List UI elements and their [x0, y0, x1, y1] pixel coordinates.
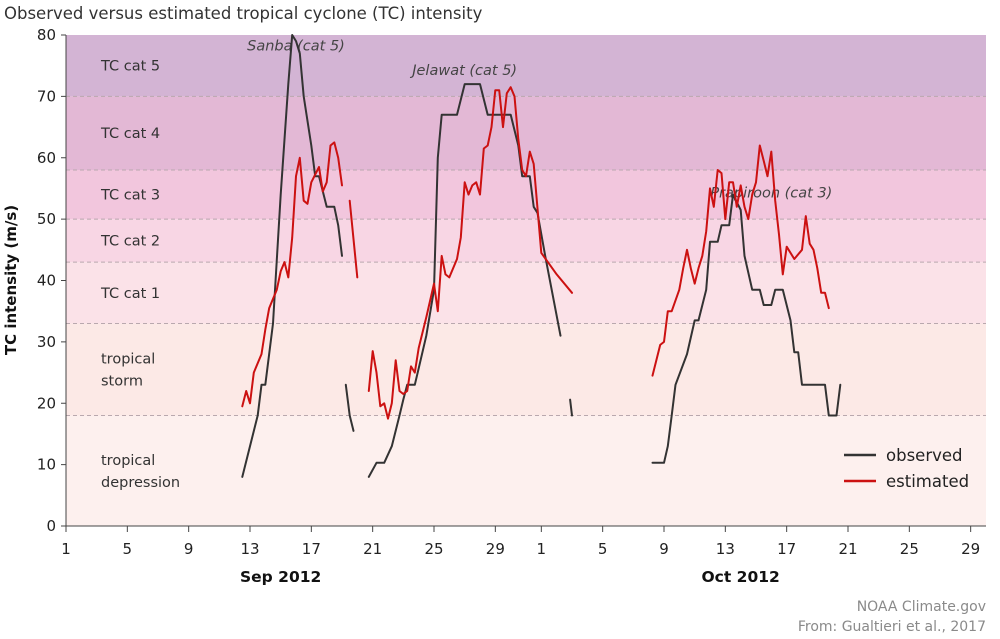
y-axis-label: TC intensity (m/s) — [2, 205, 20, 355]
observed-line-segment-2 — [367, 83, 562, 478]
band-label-line: TC cat 4 — [100, 126, 160, 142]
band-6 — [66, 35, 986, 97]
band-label-line: TC cat 1 — [100, 286, 160, 302]
y-tick-label: 0 — [46, 517, 56, 535]
y-tick-label: 40 — [37, 272, 56, 290]
band-label-line: TC cat 2 — [100, 234, 160, 250]
x-tick-label: 25 — [900, 540, 919, 558]
estimated-line-segment-3 — [651, 144, 830, 377]
y-tick-label: 50 — [37, 210, 56, 228]
band-3 — [66, 219, 986, 263]
category-labels: tropical depression tropical storm TC cat 1 T… — [100, 59, 180, 491]
source-citation: From: Gualtieri et al., 2017 — [798, 619, 986, 635]
band-label-0: tropical depression — [101, 453, 180, 491]
x-tick-label: 29 — [961, 540, 980, 558]
storm-annotations: Sanba (cat 5)Jelawat (cat 5)Prapiroon (c… — [247, 38, 832, 201]
x-tick-label: 13 — [716, 540, 735, 558]
band-label-6: TC cat 5 — [100, 59, 160, 75]
x-tick-label: 25 — [424, 540, 443, 558]
x-tick-label: 5 — [123, 540, 133, 558]
band-5 — [66, 96, 986, 171]
observed-line-segment-1 — [344, 383, 355, 432]
legend: observed estimated — [844, 446, 969, 491]
observed-line-segment-4 — [651, 193, 842, 464]
band-label-1: tropical storm — [101, 351, 155, 389]
band-label-line: depression — [101, 475, 180, 491]
estimated-line-segment-1 — [348, 199, 359, 279]
observed-line-segment-0 — [241, 34, 343, 478]
band-label-line: storm — [101, 373, 143, 389]
x-tick-label: 21 — [363, 540, 382, 558]
band-label-line: tropical — [101, 351, 155, 367]
band-label-4: TC cat 3 — [100, 188, 160, 204]
observed-line-segment-3 — [569, 398, 573, 417]
x-tick-label: 9 — [184, 540, 194, 558]
series-lines — [241, 34, 842, 478]
band-label-5: TC cat 4 — [100, 126, 160, 142]
x-tick-label: 17 — [777, 540, 796, 558]
y-tick-label: 30 — [37, 333, 56, 351]
estimated-line-segment-0 — [241, 141, 343, 408]
y-tick-label: 60 — [37, 149, 56, 167]
band-label-3: TC cat 2 — [100, 234, 160, 250]
y-tick-label: 70 — [37, 87, 56, 105]
axes: 0 10 20 30 40 50 60 70 80 1 5 9 13 17 21 25 29 1 5 9 13 17 21 2… — [37, 26, 986, 586]
x-tick-label: 13 — [240, 540, 259, 558]
chart-title: Observed versus estimated tropical cyclo… — [4, 4, 483, 23]
band-2 — [66, 262, 986, 324]
band-label-2: TC cat 1 — [100, 286, 160, 302]
band-4 — [66, 170, 986, 220]
month-label: Oct 2012 — [702, 568, 780, 586]
x-tick-label: 21 — [838, 540, 857, 558]
band-label-line: TC cat 3 — [100, 188, 160, 204]
source-credit: NOAA Climate.gov — [857, 599, 986, 615]
legend-label-estimated: estimated — [886, 472, 969, 491]
estimated-line-segment-2 — [367, 86, 573, 420]
band-label-line: tropical — [101, 453, 155, 469]
x-tick-label: 1 — [61, 540, 71, 558]
storm-label-1: Jelawat (cat 5) — [409, 63, 517, 79]
x-tick-label: 9 — [659, 540, 669, 558]
legend-label-observed: observed — [886, 446, 963, 465]
storm-label-0: Sanba (cat 5) — [247, 38, 345, 54]
x-tick-label: 1 — [537, 540, 547, 558]
category-bands — [66, 35, 986, 526]
y-tick-label: 20 — [37, 394, 56, 412]
x-tick-label: 5 — [598, 540, 608, 558]
x-tick-label: 29 — [486, 540, 505, 558]
y-tick-label: 10 — [37, 456, 56, 474]
x-tick-label: 17 — [302, 540, 321, 558]
month-label: Sep 2012 — [240, 568, 321, 586]
band-0 — [66, 415, 986, 526]
band-label-line: TC cat 5 — [100, 59, 160, 75]
y-tick-label: 80 — [37, 26, 56, 44]
band-1 — [66, 323, 986, 416]
